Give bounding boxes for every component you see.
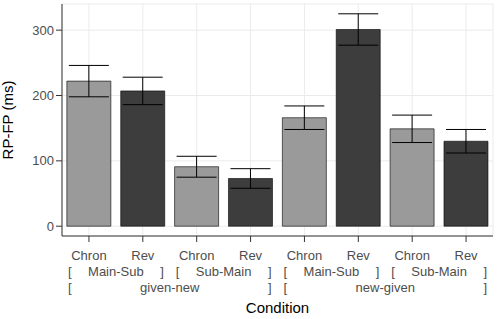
svg-text:]: ] (483, 280, 487, 295)
svg-text:new-given: new-given (356, 280, 415, 295)
svg-text:]: ] (268, 280, 272, 295)
svg-text:[: [ (391, 264, 395, 279)
svg-text:Chron: Chron (179, 248, 214, 263)
svg-text:]: ] (268, 264, 272, 279)
svg-text:Main-Sub: Main-Sub (88, 264, 144, 279)
svg-text:Rev: Rev (131, 248, 155, 263)
svg-text:]: ] (483, 264, 487, 279)
svg-text:Rev: Rev (455, 248, 479, 263)
svg-text:[: [ (176, 264, 180, 279)
svg-text:[: [ (68, 280, 72, 295)
svg-text:100: 100 (32, 153, 54, 168)
svg-text:Chron: Chron (71, 248, 106, 263)
svg-text:Rev: Rev (347, 248, 371, 263)
svg-text:RP-FP (ms): RP-FP (ms) (8, 81, 16, 160)
svg-text:Sub-Main: Sub-Main (411, 264, 467, 279)
svg-text:Condition: Condition (246, 299, 309, 316)
svg-text:300: 300 (32, 23, 54, 38)
svg-text:Chron: Chron (287, 248, 322, 263)
svg-text:given-new: given-new (140, 280, 200, 295)
svg-text:Chron: Chron (394, 248, 429, 263)
svg-text:Main-Sub: Main-Sub (304, 264, 360, 279)
svg-text:]: ] (376, 264, 380, 279)
svg-text:[: [ (284, 280, 288, 295)
svg-text:0: 0 (47, 219, 54, 234)
svg-text:]: ] (160, 264, 164, 279)
svg-text:200: 200 (32, 88, 54, 103)
svg-text:Rev: Rev (239, 248, 263, 263)
svg-text:[: [ (68, 264, 72, 279)
svg-text:[: [ (284, 264, 288, 279)
svg-text:Sub-Main: Sub-Main (196, 264, 252, 279)
